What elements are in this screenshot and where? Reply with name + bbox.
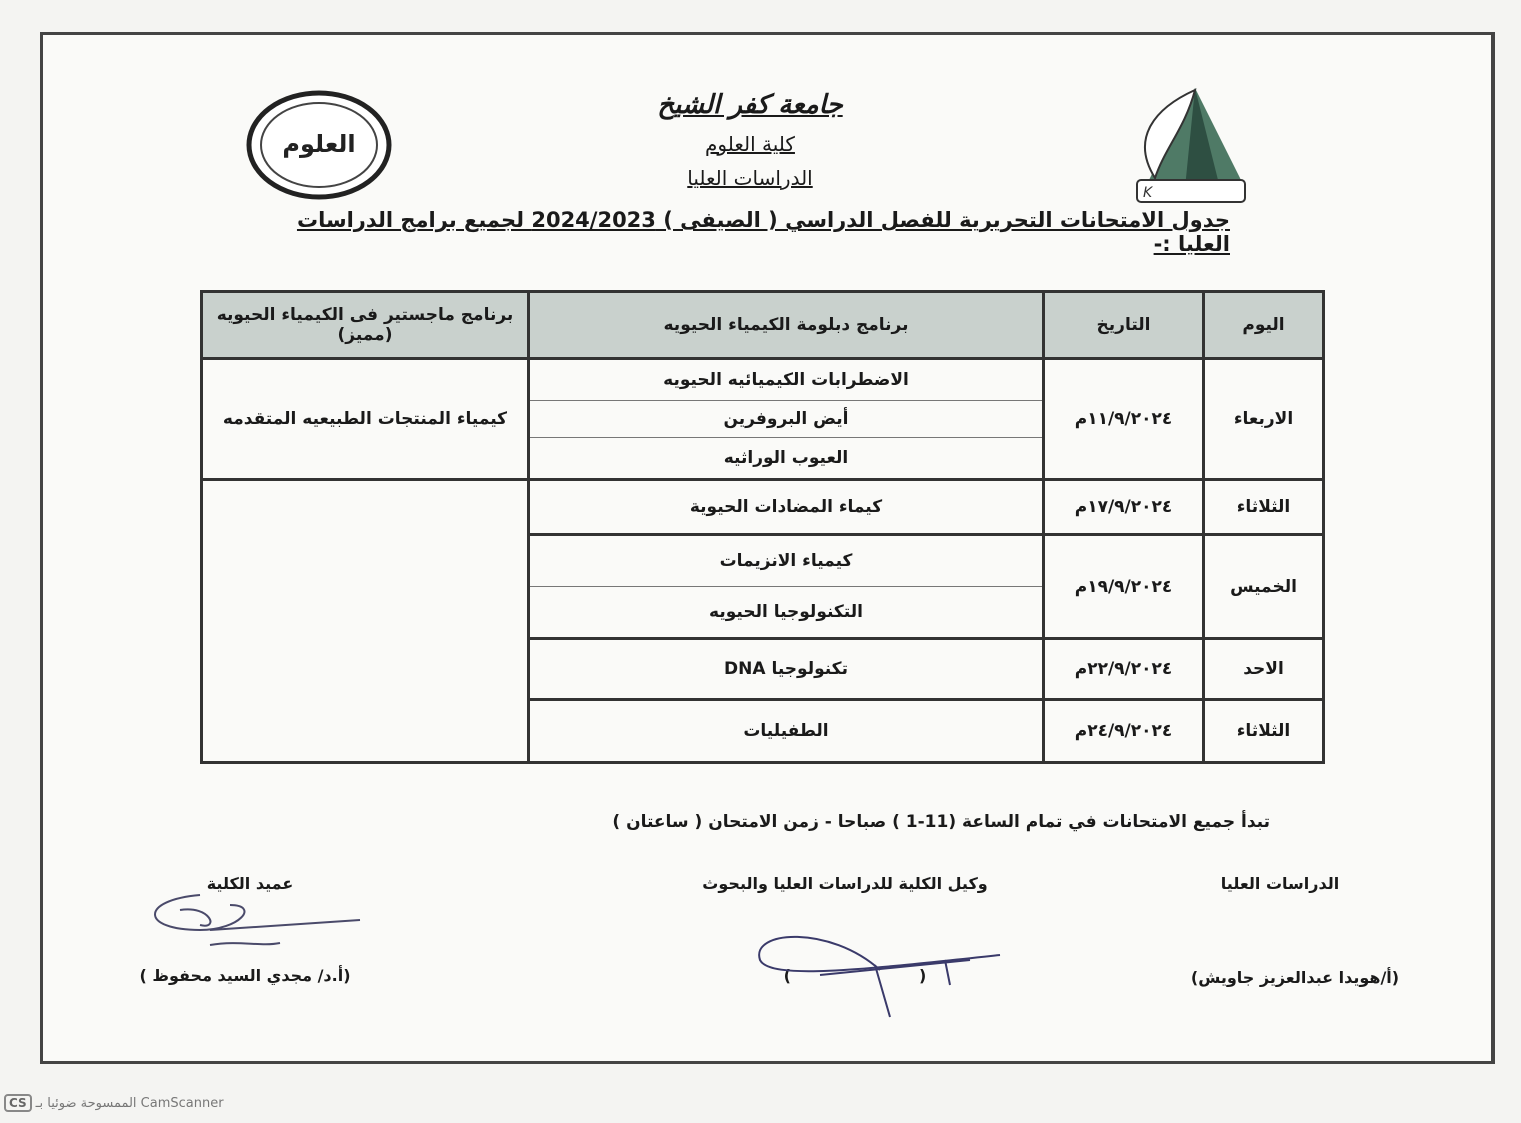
date-cell: ٢٢/٩/٢٠٢٤م — [1042, 637, 1205, 701]
camscanner-watermark: CS الممسوحة ضوئيا بـ CamScanner — [4, 1094, 224, 1112]
header-masters: برنامج ماجستير فى الكيمياء الحيويه (مميز… — [200, 290, 530, 360]
subject-cell: أيض البروفرين — [527, 400, 1045, 438]
date-cell: ١٩/٩/٢٠٢٤م — [1042, 533, 1205, 640]
watermark-text: الممسوحة ضوئيا بـ CamScanner — [35, 1095, 224, 1111]
signature-title-right: الدراسات العليا — [1220, 874, 1340, 893]
handwritten-signature-middle — [758, 935, 1001, 1018]
university-logo: K — [1136, 88, 1246, 203]
day-cell: الاحد — [1202, 637, 1325, 701]
exam-time-note: تبدأ جميع الامتحانات في تمام الساعة (11-… — [612, 812, 1270, 832]
header-diploma: برنامج دبلومة الكيمياء الحيويه — [527, 290, 1045, 360]
date-cell: ١٧/٩/٢٠٢٤م — [1042, 478, 1205, 536]
subject-cell: الاضطرابات الكيميائيه الحيويه — [527, 358, 1045, 401]
masters-cell: كيمياء المنتجات الطبيعيه المتقدمه — [200, 357, 530, 481]
date-cell: ٢٤/٩/٢٠٢٤م — [1042, 698, 1205, 764]
signature-title-middle: وكيل الكلية للدراسات العليا والبحوث — [702, 874, 988, 893]
masters-empty-cell — [200, 478, 530, 764]
subject-cell: كيماء المضادات الحيوية — [527, 478, 1045, 536]
header-day: اليوم — [1202, 290, 1325, 360]
date-cell: ١١/٩/٢٠٢٤م — [1042, 357, 1205, 481]
day-cell: الخميس — [1202, 533, 1325, 640]
signature-name-right: (أ/هويدا عبدالعزيز جاويش) — [1190, 968, 1400, 987]
faculty-name: كلية العلوم — [705, 132, 795, 156]
signature-title-left: عميد الكلية — [206, 874, 294, 893]
handwritten-signature-left — [154, 894, 361, 946]
document-title: جدول الامتحانات التحريرية للفصل الدراسي … — [296, 208, 1230, 256]
signature-name-left: (أ.د/ مجدي السيد محفوظ ) — [139, 966, 351, 985]
camscanner-logo: CS — [4, 1094, 32, 1112]
faculty-seal: العلوم — [246, 90, 392, 200]
day-cell: الثلاثاء — [1202, 698, 1325, 764]
table-row: الاربعاء ١١/٩/٢٠٢٤م الاضطرابات الكيميائي… — [200, 357, 1325, 481]
department-name: الدراسات العليا — [687, 166, 813, 190]
table-row: التكنولوجيا الحيويه — [202, 586, 1324, 639]
university-name: جامعة كفر الشيخ — [657, 90, 843, 120]
header-date: التاريخ — [1042, 290, 1205, 360]
subject-cell: التكنولوجيا الحيويه — [527, 586, 1045, 639]
table-row: الثلاثاء ٢٤/٩/٢٠٢٤م الطفيليات — [202, 698, 1325, 764]
table-header-row: اليوم التاريخ برنامج دبلومة الكيمياء الح… — [200, 290, 1325, 360]
subject-cell: تكنولوجيا DNA — [527, 637, 1045, 701]
day-cell: الاربعاء — [1202, 357, 1325, 481]
subject-cell: العيوب الوراثيه — [527, 437, 1045, 480]
subject-cell: الطفيليات — [527, 698, 1045, 764]
day-cell: الثلاثاء — [1202, 478, 1325, 536]
table-row: أيض البروفرين — [202, 400, 1324, 438]
svg-text:العلوم: العلوم — [282, 130, 355, 158]
exam-schedule-table: اليوم التاريخ برنامج دبلومة الكيمياء الح… — [200, 290, 1325, 764]
subject-cell: كيمياء الانزيمات — [527, 534, 1045, 587]
signature-name-middle: ( ) — [783, 966, 927, 985]
svg-text:K: K — [1143, 185, 1154, 201]
table-row: الثلاثاء ١٧/٩/٢٠٢٤م كيماء المضادات الحيو… — [200, 478, 1325, 764]
table-row: الاحد ٢٢/٩/٢٠٢٤م تكنولوجيا DNA — [202, 637, 1325, 701]
